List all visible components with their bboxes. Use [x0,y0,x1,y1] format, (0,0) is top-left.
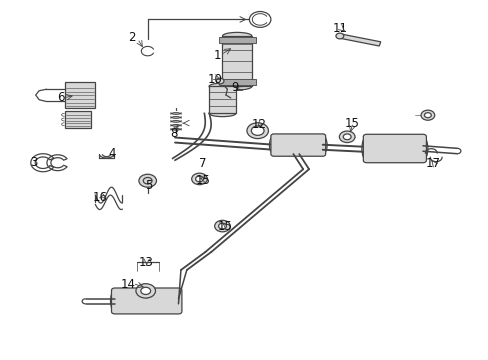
Text: 15: 15 [195,174,210,186]
Text: 1: 1 [213,49,221,62]
Circle shape [424,113,430,118]
Text: 16: 16 [93,191,107,204]
Circle shape [251,126,264,135]
Text: 11: 11 [332,22,346,35]
Bar [222,36,251,86]
Ellipse shape [110,291,119,311]
Ellipse shape [361,137,371,160]
Text: 4: 4 [108,147,116,159]
Text: 7: 7 [199,157,206,170]
FancyBboxPatch shape [111,288,182,314]
FancyBboxPatch shape [363,134,426,163]
Text: 14: 14 [121,278,135,291]
FancyArrow shape [338,34,380,46]
Ellipse shape [209,83,235,90]
Bar [209,86,235,113]
Circle shape [420,110,434,120]
Text: 9: 9 [230,81,238,94]
Text: 12: 12 [251,118,266,131]
Circle shape [343,134,350,140]
Bar [218,37,255,43]
Circle shape [218,223,226,229]
Text: 8: 8 [169,127,177,140]
Bar [218,79,255,85]
Ellipse shape [417,137,427,160]
Ellipse shape [222,32,251,40]
Circle shape [246,123,268,139]
Bar [64,82,95,108]
FancyBboxPatch shape [270,134,325,156]
Ellipse shape [269,136,278,154]
Text: 6: 6 [57,91,65,104]
Circle shape [214,220,230,232]
Circle shape [139,174,156,187]
Circle shape [143,177,152,184]
Ellipse shape [222,83,251,90]
Text: 10: 10 [207,73,222,86]
Circle shape [195,176,203,182]
Text: 15: 15 [344,117,359,130]
Circle shape [339,131,354,143]
Text: 13: 13 [138,256,153,269]
Text: 2: 2 [128,31,136,44]
Circle shape [216,78,224,84]
Text: 3: 3 [30,156,38,169]
Ellipse shape [209,110,235,117]
Text: 17: 17 [425,157,439,170]
Bar [64,111,91,128]
Circle shape [136,284,155,298]
Text: 15: 15 [217,220,232,233]
Circle shape [141,287,150,294]
Text: 5: 5 [145,179,153,192]
Ellipse shape [318,136,326,154]
Circle shape [335,33,343,39]
Circle shape [191,173,207,185]
